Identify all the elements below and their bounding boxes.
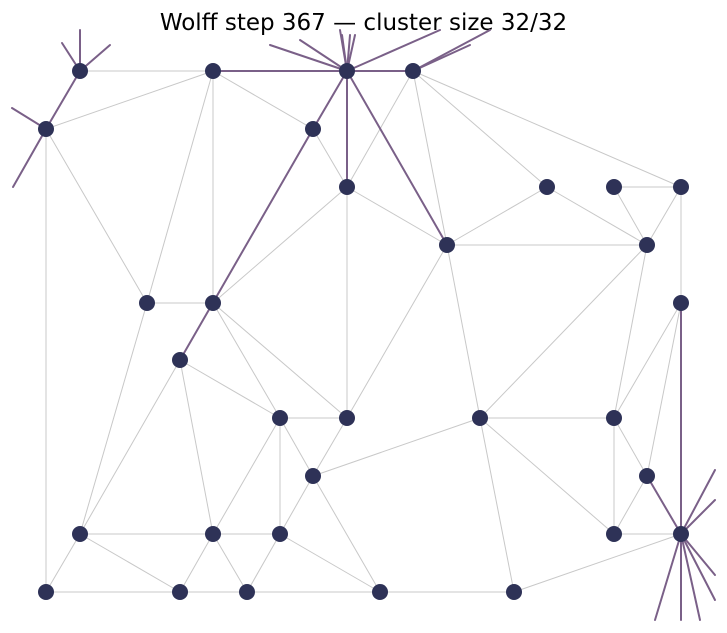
- graph-node: [239, 584, 255, 600]
- graph-node: [172, 584, 188, 600]
- graph-edge: [79, 302, 148, 535]
- graph-node: [205, 526, 221, 542]
- graph-node: [673, 179, 689, 195]
- graph-node: [272, 526, 288, 542]
- graph-edge: [179, 359, 214, 535]
- graph-edge: [279, 417, 314, 477]
- cluster-edge-wrap: [654, 533, 682, 621]
- graph-node: [72, 526, 88, 542]
- graph-node: [539, 179, 555, 195]
- graph-edge: [613, 417, 648, 477]
- cluster-edge-wrap: [680, 499, 716, 535]
- graph-edge: [212, 302, 348, 419]
- graph-node: [38, 584, 54, 600]
- graph-edge: [45, 128, 148, 304]
- graph-edge: [646, 186, 682, 246]
- graph-node: [205, 295, 221, 311]
- graph-node: [506, 584, 522, 600]
- graph-edge: [179, 359, 281, 419]
- cluster-edge-wrap: [299, 39, 348, 72]
- graph-edge: [45, 70, 214, 130]
- graph-node: [38, 121, 54, 137]
- graph-edge: [546, 186, 648, 246]
- cluster-edge: [45, 70, 81, 130]
- graph-edge: [45, 533, 81, 593]
- graph-node: [639, 468, 655, 484]
- nodes-layer: [38, 63, 689, 600]
- graph-edge: [412, 70, 548, 188]
- graph-edge: [312, 128, 348, 188]
- cluster-edge: [346, 70, 448, 246]
- graph-node: [339, 179, 355, 195]
- graph-edge: [179, 533, 214, 593]
- cluster-edge: [312, 70, 348, 130]
- graph-edge: [79, 533, 181, 593]
- graph-edge: [312, 475, 381, 593]
- graph-node: [606, 179, 622, 195]
- graph-node: [405, 63, 421, 79]
- cluster-edge-wrap: [12, 128, 47, 188]
- graph-edge: [346, 186, 448, 246]
- graph-node: [305, 121, 321, 137]
- graph-edge: [613, 475, 648, 535]
- graph-node: [272, 410, 288, 426]
- graph-edge: [446, 186, 548, 246]
- graph-edge: [346, 244, 448, 419]
- graph-node: [472, 410, 488, 426]
- cluster-edge-wrap: [680, 533, 701, 621]
- graph-node: [305, 468, 321, 484]
- graph-node: [372, 584, 388, 600]
- graph-edge: [312, 417, 348, 477]
- graph-edge: [212, 70, 314, 130]
- graph-edge: [446, 244, 481, 419]
- graph-edge: [212, 417, 281, 535]
- graph-edge: [412, 70, 682, 188]
- graph-edge: [613, 186, 648, 246]
- graph-edge: [646, 302, 682, 477]
- graph-node: [72, 63, 88, 79]
- cluster-edge-wrap: [680, 533, 716, 601]
- graph-edge: [513, 533, 682, 593]
- graph-node: [606, 526, 622, 542]
- graph-edge: [79, 359, 181, 535]
- cluster-edge-wrap: [412, 29, 491, 72]
- graph-edge: [246, 533, 281, 593]
- cluster-edge-wrap: [269, 44, 348, 72]
- graph-edge: [312, 417, 481, 477]
- graph-edge: [212, 302, 281, 419]
- graph-node: [205, 63, 221, 79]
- cluster-edges-layer: [11, 29, 716, 621]
- graph-edge: [479, 417, 515, 593]
- graph-node: [673, 526, 689, 542]
- graph-node: [339, 63, 355, 79]
- graph-node: [339, 410, 355, 426]
- graph-edge: [613, 302, 682, 419]
- cluster-edge: [179, 128, 314, 361]
- graph-edge: [479, 417, 615, 535]
- graph-edge: [212, 186, 348, 304]
- cluster-edge-wrap: [680, 533, 716, 576]
- graph-edge: [146, 70, 214, 304]
- graph-title: Wolff step 367 — cluster size 32/32: [159, 10, 568, 36]
- graph-edge: [613, 244, 648, 419]
- graph-node: [439, 237, 455, 253]
- graph-edge: [212, 533, 248, 593]
- cluster-edge: [646, 475, 682, 535]
- graph-edge: [479, 244, 648, 419]
- cluster-edge-wrap: [346, 29, 441, 72]
- graph-node: [639, 237, 655, 253]
- graph-node: [606, 410, 622, 426]
- cluster-edge-wrap: [680, 469, 716, 535]
- graph-edge: [412, 70, 448, 246]
- edges-layer: [45, 70, 682, 593]
- graph-node: [673, 295, 689, 311]
- graph-edge: [279, 475, 314, 535]
- graph-node: [172, 352, 188, 368]
- graph-edge: [279, 533, 381, 593]
- graph-node: [139, 295, 155, 311]
